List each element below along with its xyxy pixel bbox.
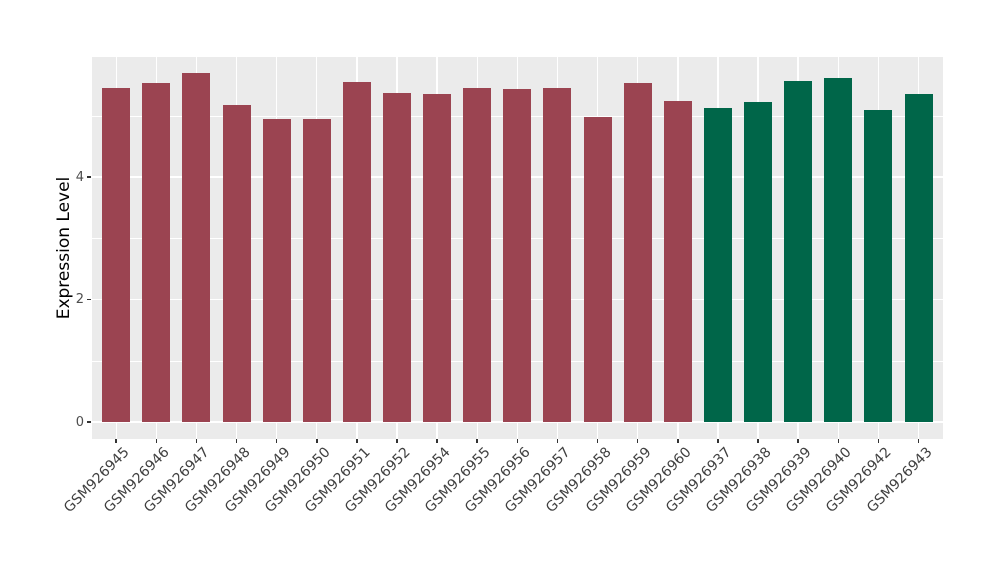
bar <box>784 81 813 422</box>
x-tick-mark <box>757 439 759 443</box>
x-tick-mark <box>316 439 318 443</box>
bar <box>824 78 853 422</box>
x-tick-mark <box>837 439 840 443</box>
x-tick-mark <box>436 439 438 443</box>
bar <box>703 108 732 422</box>
x-tick-mark <box>717 439 719 443</box>
bar <box>623 82 652 422</box>
bar <box>904 93 933 422</box>
x-tick-mark <box>677 439 679 443</box>
bar <box>383 93 411 422</box>
bar <box>423 93 452 422</box>
bar <box>222 105 251 422</box>
y-tick-label: 4 <box>75 169 84 185</box>
bar <box>864 110 893 422</box>
bar <box>463 87 492 422</box>
x-tick-mark <box>356 439 358 443</box>
x-tick-mark <box>476 439 478 443</box>
x-tick-mark <box>877 439 880 443</box>
bar <box>543 87 572 422</box>
x-tick-mark <box>396 439 398 443</box>
x-tick-mark <box>636 439 639 443</box>
bar <box>744 102 773 422</box>
bar <box>583 116 612 422</box>
x-tick-mark <box>556 439 559 443</box>
x-tick-mark <box>596 439 599 443</box>
bar <box>142 83 171 422</box>
y-tick-mark <box>87 421 91 423</box>
bar <box>663 101 692 422</box>
y-tick-label: 0 <box>75 414 84 430</box>
x-tick-mark <box>797 439 799 443</box>
y-axis-title: Expression Level <box>54 176 74 320</box>
x-tick-mark <box>275 439 278 443</box>
y-tick-label: 2 <box>75 292 84 307</box>
x-tick-mark <box>917 439 920 443</box>
bar <box>302 119 331 422</box>
bar <box>182 73 211 422</box>
y-tick-mark <box>87 176 91 178</box>
x-tick-mark <box>516 439 519 443</box>
x-tick-mark <box>195 439 198 443</box>
plot-panel <box>92 57 943 439</box>
y-tick-mark <box>87 298 91 301</box>
x-tick-mark <box>115 439 117 443</box>
bar <box>503 89 532 422</box>
x-tick-mark <box>235 439 238 443</box>
bar <box>342 82 371 422</box>
bar <box>102 87 131 422</box>
bar <box>262 119 291 422</box>
x-tick-mark <box>155 439 158 443</box>
